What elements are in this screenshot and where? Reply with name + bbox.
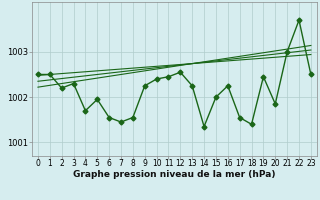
X-axis label: Graphe pression niveau de la mer (hPa): Graphe pression niveau de la mer (hPa) [73,170,276,179]
